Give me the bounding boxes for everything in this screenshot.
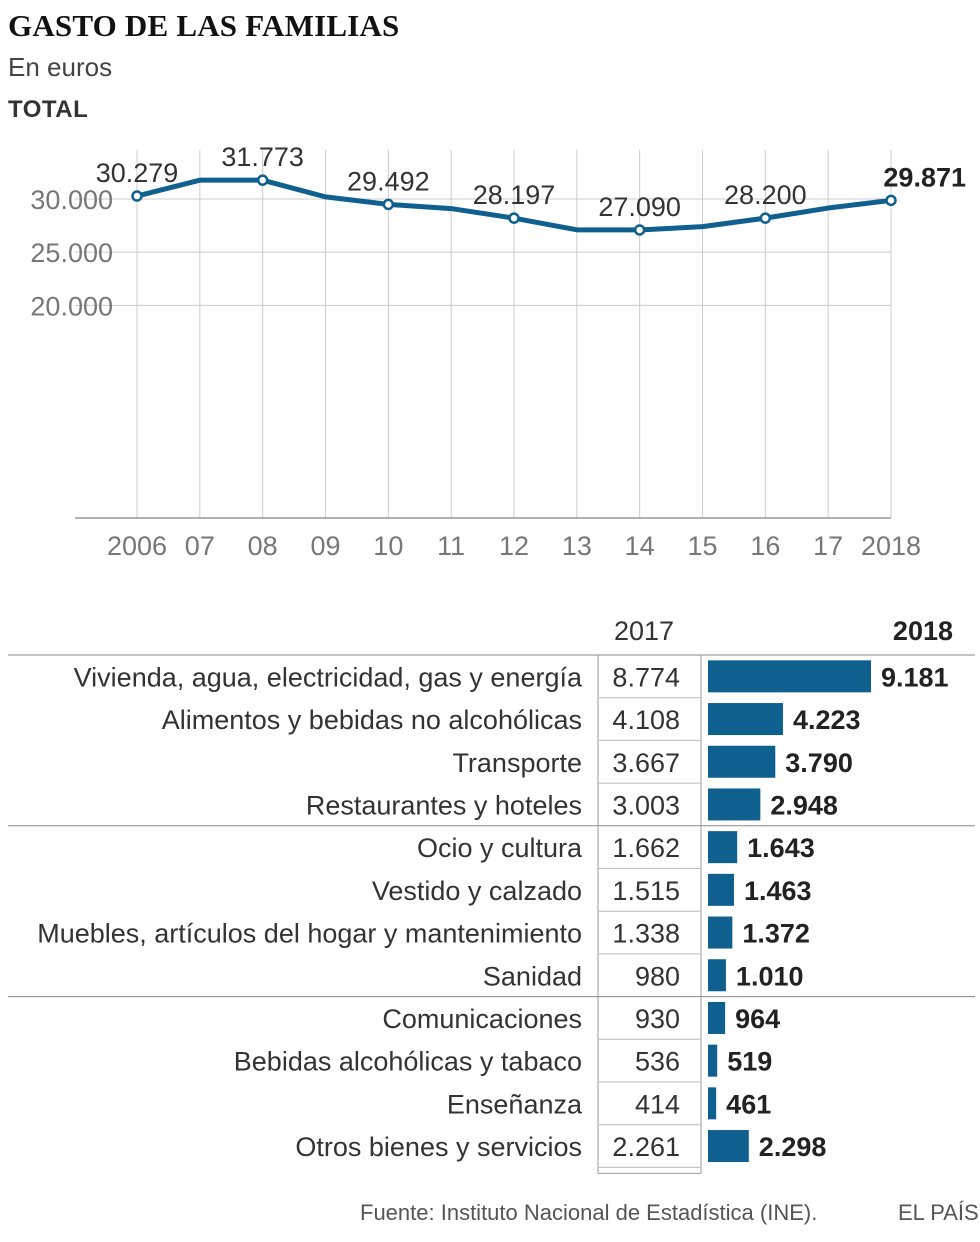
value-2018: 3.790 [785, 748, 853, 778]
x-tick-label: 12 [499, 531, 529, 561]
value-2018: 461 [726, 1089, 771, 1119]
value-2017: 2.261 [612, 1132, 680, 1162]
header-2017: 2017 [614, 616, 674, 646]
category-label: Alimentos y bebidas no alcohólicas [162, 705, 582, 735]
value-2017: 1.662 [612, 833, 680, 863]
data-point-marker [131, 190, 143, 202]
data-point-label: 28.200 [724, 180, 807, 210]
category-table-chart: 2017 2018 Vivienda, agua, electricidad, g… [8, 616, 975, 1174]
brand-credit: EL PAÍS [898, 1200, 979, 1225]
bar-2018 [708, 831, 738, 864]
data-point-marker [382, 198, 395, 211]
data-point-marker [508, 212, 520, 224]
value-2017: 414 [635, 1089, 680, 1119]
data-point-label: 29.492 [347, 166, 430, 196]
bar-2018 [708, 660, 871, 693]
value-2017: 8.774 [612, 662, 680, 692]
category-label: Vivienda, agua, electricidad, gas y ener… [74, 662, 583, 692]
bar-2018 [708, 1130, 749, 1163]
bar-2018 [708, 745, 776, 778]
x-tick-label: 17 [813, 531, 843, 561]
value-2018: 1.463 [744, 876, 812, 906]
data-point-label: 31.773 [221, 142, 304, 172]
data-point-label: 29.871 [883, 162, 966, 192]
value-2018: 1.010 [736, 961, 804, 991]
total-section-label: TOTAL [8, 96, 89, 123]
value-2017: 536 [635, 1047, 680, 1077]
chart-title: GASTO DE LAS FAMILIAS [8, 8, 400, 43]
data-point-marker [633, 224, 646, 236]
value-2018: 9.181 [881, 662, 949, 692]
category-label: Bebidas alcohólicas y tabaco [234, 1047, 582, 1077]
chart-subtitle: En euros [8, 52, 113, 82]
value-2018: 1.643 [747, 833, 815, 863]
category-label: Ocio y cultura [417, 833, 583, 863]
category-label: Muebles, artículos del hogar y mantenimi… [37, 919, 582, 949]
value-2018: 964 [735, 1004, 780, 1034]
value-2017: 980 [635, 961, 680, 991]
bar-2018 [708, 1087, 717, 1120]
value-2017: 3.003 [612, 790, 680, 820]
value-2017: 930 [635, 1004, 680, 1034]
y-tick-label: 20.000 [30, 291, 113, 321]
category-label: Restaurantes y hoteles [306, 790, 582, 820]
category-label: Sanidad [483, 961, 582, 991]
value-2018: 4.223 [793, 705, 861, 735]
category-label: Vestido y calzado [372, 876, 582, 906]
value-2018: 2.948 [770, 790, 838, 820]
data-point-label: 27.090 [598, 192, 681, 222]
bar-2018 [708, 873, 734, 906]
x-tick-label: 13 [562, 531, 592, 561]
y-tick-label: 30.000 [30, 185, 113, 215]
data-point-marker [256, 174, 269, 186]
data-point-marker [759, 212, 772, 224]
data-point-label: 28.197 [473, 180, 556, 210]
bar-2018 [708, 788, 761, 821]
x-tick-label: 2018 [861, 531, 921, 561]
x-tick-label: 14 [625, 531, 655, 561]
category-label: Comunicaciones [382, 1004, 582, 1034]
value-2017: 3.667 [612, 748, 680, 778]
value-2018: 519 [727, 1047, 772, 1077]
bar-2018 [708, 916, 733, 949]
header-2018: 2018 [893, 616, 953, 646]
x-tick-label: 11 [437, 531, 465, 561]
bar-2018 [708, 1001, 726, 1034]
category-label: Otros bienes y servicios [295, 1132, 582, 1162]
x-tick-label: 08 [248, 531, 278, 561]
value-2017: 1.338 [612, 919, 680, 949]
x-tick-label: 09 [310, 531, 340, 561]
x-tick-label: 2006 [107, 531, 167, 561]
bar-2018 [708, 703, 783, 736]
value-2018: 2.298 [759, 1132, 827, 1162]
x-tick-label: 10 [373, 531, 403, 561]
source-note: Fuente: Instituto Nacional de Estadístic… [360, 1200, 818, 1225]
value-2017: 4.108 [612, 705, 680, 735]
y-tick-label: 25.000 [30, 238, 113, 268]
category-label: Transporte [452, 748, 582, 778]
value-2017: 1.515 [612, 876, 680, 906]
bar-2018 [708, 1044, 718, 1077]
bar-2018 [708, 959, 726, 992]
total-line-chart: 30.000 25.000 20.000 2006 07 08 09 10 11 12 13 14 1… [30, 142, 966, 561]
x-tick-label: 16 [750, 531, 780, 561]
data-point-marker [885, 194, 897, 207]
value-2018: 1.372 [742, 919, 810, 949]
category-label: Enseñanza [447, 1089, 583, 1119]
x-tick-label: 07 [185, 531, 215, 561]
x-tick-label: 15 [687, 531, 717, 561]
data-point-label: 30.279 [96, 158, 179, 188]
